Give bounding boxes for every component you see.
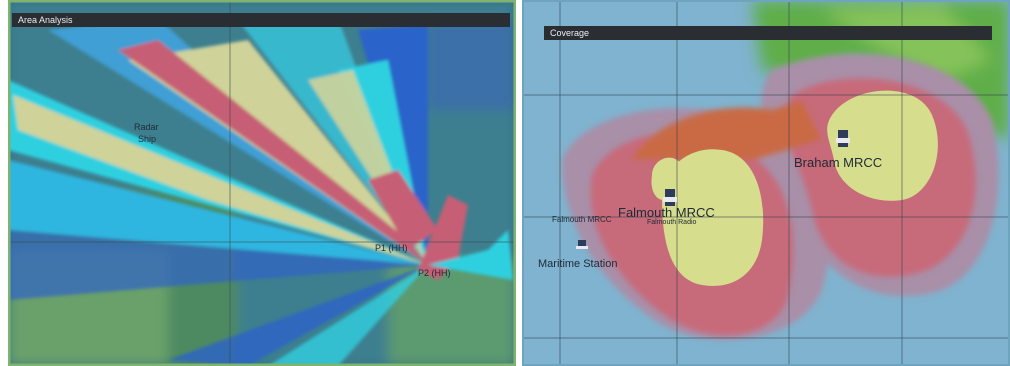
place-label-line1: Radar [134, 122, 159, 132]
marker-label-2: P2 (HH) [418, 268, 451, 278]
coverage-map[interactable] [522, 0, 1010, 366]
place-label-line2: Ship [138, 134, 157, 144]
area-analysis-map-panel[interactable]: Area Analysis Radar Ship P1 (HH) P2 (HH) [8, 0, 516, 366]
marker-label-1: P1 (HH) [375, 243, 408, 253]
station-icon-bottom[interactable] [576, 240, 588, 249]
station-label-center-small: Falmouth Radio [647, 219, 697, 226]
station-icon-right[interactable] [836, 130, 850, 147]
station-label-right: Braham MRCC [794, 155, 883, 170]
right-panel-title: Coverage [544, 26, 992, 40]
coverage-map-panel[interactable]: Coverage Braham MRCC Falmouth MRCC Falmo… [522, 0, 1010, 366]
station-label-bottom: Maritime Station [538, 258, 618, 270]
station-label-small-left: Falmouth MRCC [552, 215, 612, 224]
area-analysis-map[interactable] [8, 0, 516, 366]
left-panel-title: Area Analysis [12, 13, 510, 27]
station-label-center: Falmouth MRCC [618, 205, 715, 220]
station-icon-center[interactable] [663, 189, 677, 206]
